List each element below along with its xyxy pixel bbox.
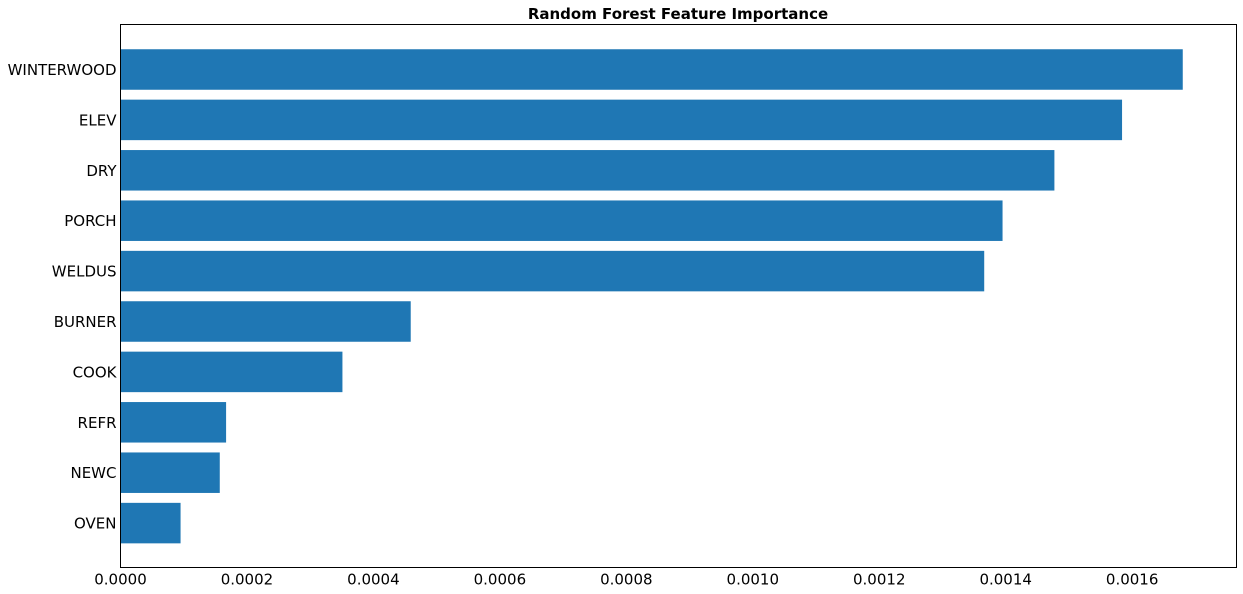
x-tick-label-8: 0.0016: [1106, 571, 1159, 589]
y-tick-label-winterwood: WINTERWOOD: [8, 61, 117, 79]
y-tick-label-porch: PORCH: [64, 212, 116, 230]
bars-group: [120, 49, 1183, 544]
chart-title: Random Forest Feature Importance: [528, 5, 828, 23]
bar-cook: [120, 351, 343, 393]
y-tick-label-dry: DRY: [86, 162, 117, 180]
bar-newc: [120, 452, 220, 493]
bar-porch: [120, 200, 1003, 241]
bar-elev: [120, 99, 1123, 141]
bar-burner: [120, 301, 411, 342]
bar-oven: [120, 502, 181, 544]
y-tick-label-weldus: WELDUS: [52, 263, 117, 281]
bar-refr: [120, 402, 227, 443]
y-tick-label-elev: ELEV: [79, 111, 117, 129]
x-tick-label-1: 0.0002: [221, 571, 274, 589]
y-tick-label-newc: NEWC: [70, 464, 116, 482]
y-tick-label-burner: BURNER: [54, 313, 117, 331]
bar-winterwood: [120, 49, 1183, 90]
x-tick-label-4: 0.0008: [600, 571, 653, 589]
x-tick-label-5: 0.0010: [727, 571, 780, 589]
bar-weldus: [120, 250, 985, 292]
x-tick-label-0: 0.0000: [94, 571, 147, 589]
bar-dry: [120, 150, 1055, 191]
y-tick-label-oven: OVEN: [74, 515, 117, 533]
plot-area-frame: [120, 24, 1237, 568]
y-tick-label-cook: COOK: [73, 363, 118, 381]
x-tick-label-6: 0.0012: [853, 571, 906, 589]
x-tick-label-7: 0.0014: [979, 571, 1032, 589]
x-tick-label-2: 0.0004: [347, 571, 400, 589]
x-tick-label-3: 0.0006: [474, 571, 527, 589]
x-axis-tick-labels: 0.0000 0.0002 0.0004 0.0006 0.0008 0.0010 0.00…: [94, 571, 1158, 589]
y-tick-label-refr: REFR: [78, 414, 117, 432]
y-axis-tick-labels: WINTERWOOD ELEV DRY PORCH WELDUS BURNER COOK RE…: [8, 61, 118, 533]
